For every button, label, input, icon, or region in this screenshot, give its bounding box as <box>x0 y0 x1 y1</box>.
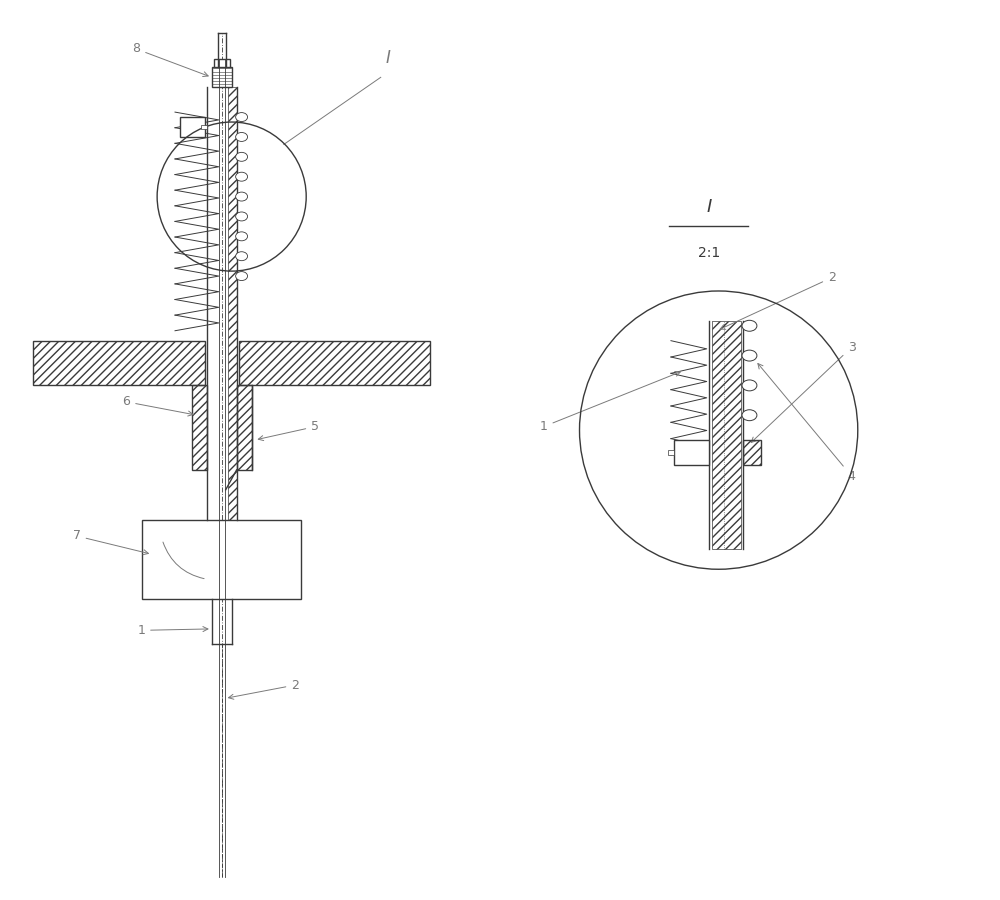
Bar <box>674 440 709 465</box>
Text: 5: 5 <box>258 420 319 441</box>
Text: 4: 4 <box>758 364 856 482</box>
Ellipse shape <box>236 112 248 122</box>
Bar <box>142 519 301 599</box>
Ellipse shape <box>236 192 248 201</box>
Bar <box>239 341 430 385</box>
Ellipse shape <box>236 272 248 281</box>
Text: 8: 8 <box>132 42 208 76</box>
Text: 1: 1 <box>137 624 208 637</box>
Ellipse shape <box>742 380 757 391</box>
Ellipse shape <box>236 152 248 161</box>
Ellipse shape <box>236 232 248 241</box>
Bar <box>214 59 230 68</box>
Bar <box>201 124 207 130</box>
Text: I: I <box>386 50 391 68</box>
Ellipse shape <box>742 410 757 420</box>
Bar <box>180 117 205 137</box>
Bar <box>212 68 232 87</box>
Bar <box>228 87 237 519</box>
Ellipse shape <box>742 350 757 361</box>
Text: 6: 6 <box>122 395 193 416</box>
Text: 7: 7 <box>73 529 148 554</box>
Ellipse shape <box>236 212 248 220</box>
Bar <box>192 385 207 470</box>
Ellipse shape <box>236 172 248 181</box>
Text: 1: 1 <box>540 372 680 433</box>
Text: I: I <box>706 199 711 217</box>
Text: 2: 2 <box>229 679 299 699</box>
Bar <box>743 440 761 465</box>
Text: 3: 3 <box>751 340 856 443</box>
Bar <box>33 341 205 385</box>
Ellipse shape <box>742 320 757 331</box>
Bar <box>712 320 741 549</box>
Bar <box>237 385 252 470</box>
Bar <box>668 449 674 455</box>
Ellipse shape <box>236 252 248 261</box>
Text: 2: 2 <box>720 271 836 329</box>
Ellipse shape <box>236 132 248 141</box>
Text: 2:1: 2:1 <box>698 247 720 260</box>
